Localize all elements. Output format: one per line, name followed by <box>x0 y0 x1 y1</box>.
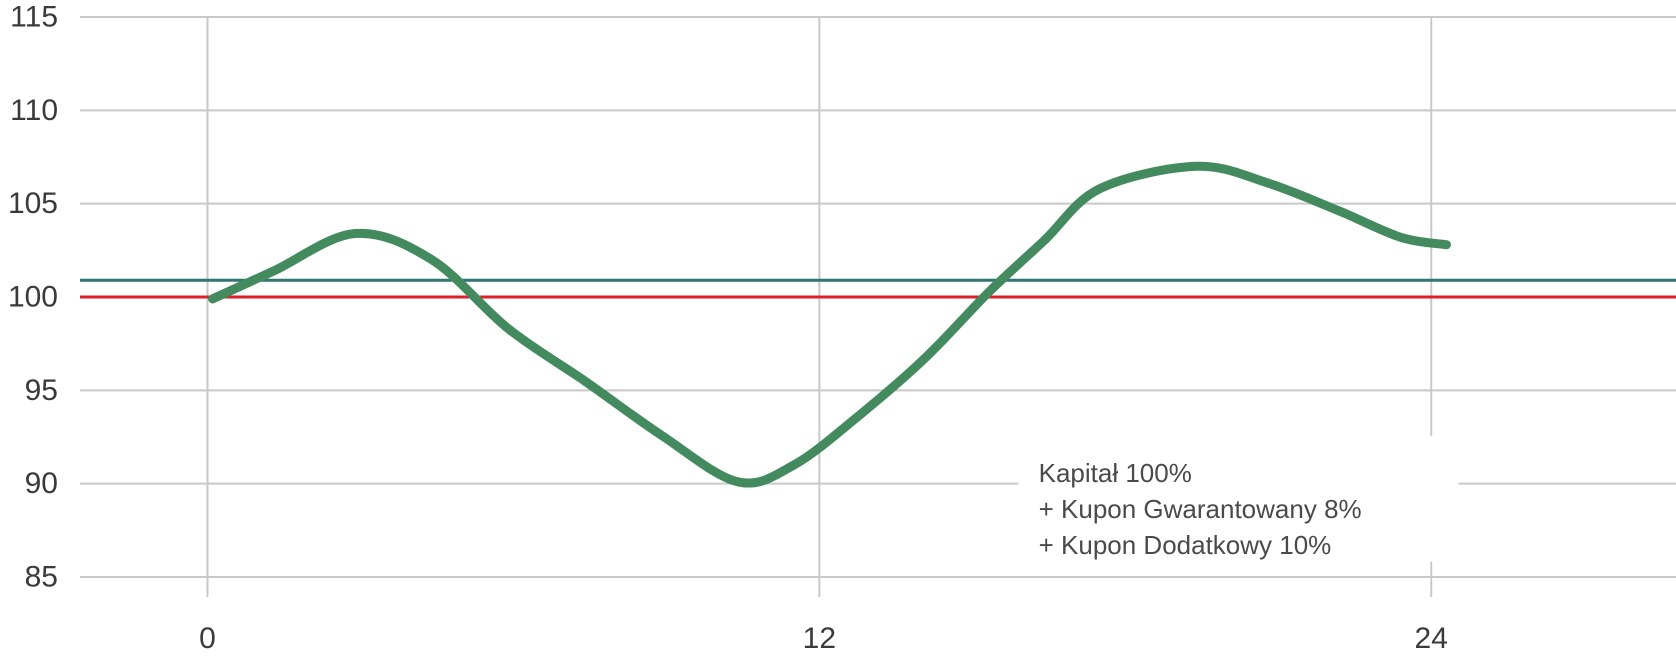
annotation: Kapitał 100% + Kupon Gwarantowany 8% + Kup… <box>1018 435 1459 562</box>
axis-labels: 85 90 95 100 105 110 115 0 12 24 <box>8 1 1448 656</box>
y-tick-label: 85 <box>25 561 58 594</box>
annotation-line: + Kupon Dodatkowy 10% <box>1039 530 1332 560</box>
annotation-line: Kapitał 100% <box>1039 458 1192 488</box>
y-tick-label: 90 <box>25 467 58 500</box>
x-tick-label: 12 <box>803 622 836 655</box>
y-tick-label: 115 <box>10 1 58 34</box>
reference-lines <box>80 278 1676 299</box>
y-tick-label: 95 <box>25 374 58 407</box>
y-tick-label: 105 <box>8 187 58 220</box>
y-tick-label: 100 <box>8 281 58 314</box>
y-tick-label: 110 <box>10 94 58 127</box>
series-layer <box>208 161 1451 488</box>
x-tick-label: 0 <box>199 622 216 655</box>
series-line <box>208 161 1451 488</box>
x-tick-label: 24 <box>1415 622 1448 655</box>
annotation-background <box>1018 435 1459 562</box>
annotation-line: + Kupon Gwarantowany 8% <box>1039 494 1362 524</box>
